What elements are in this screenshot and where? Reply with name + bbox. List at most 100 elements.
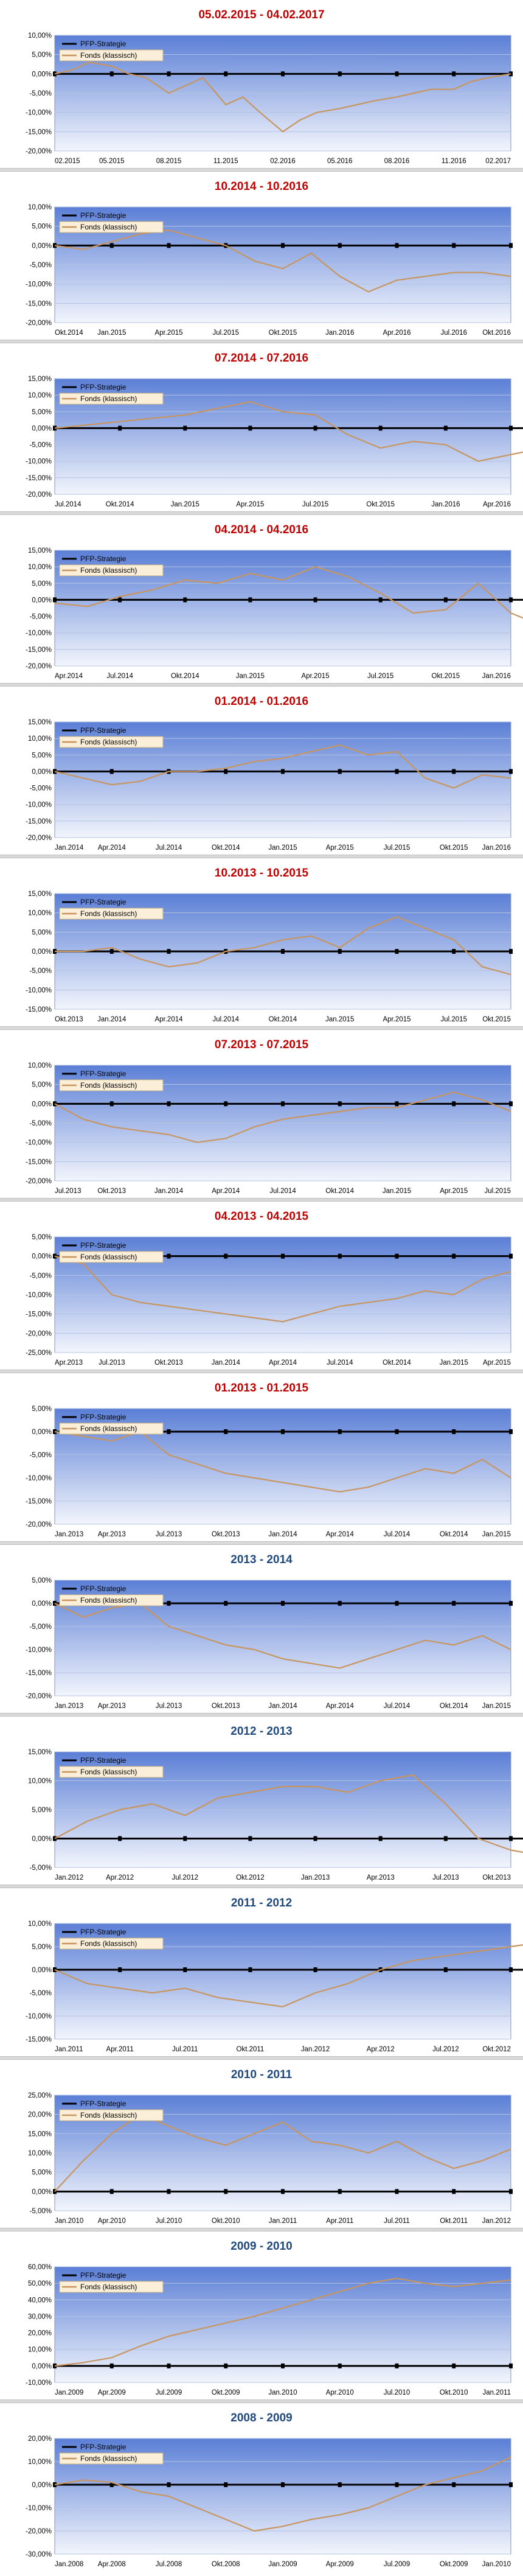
panel-separator bbox=[0, 1370, 523, 1373]
strategy-marker bbox=[183, 1967, 187, 1972]
x-tick-label: Jan.2014 bbox=[212, 1359, 241, 1367]
panel-separator bbox=[0, 1713, 523, 1717]
x-tick-label: Okt.2014 bbox=[325, 1188, 354, 1195]
y-tick-label: 0,00% bbox=[32, 948, 52, 956]
y-tick-label: 5,00% bbox=[32, 1234, 52, 1241]
fund-series-line bbox=[54, 1774, 523, 1853]
x-tick-label: Jul.2012 bbox=[432, 2046, 459, 2053]
fund-series-line bbox=[54, 229, 511, 293]
chart-svg: 01.2013 - 01.2015 5,00% 0,00% -5,00% -10,00%… bbox=[26, 1382, 513, 1538]
x-tick-label: Jan.2015 bbox=[482, 1703, 511, 1710]
fund-series-line bbox=[54, 566, 523, 619]
x-tick-label: Jan.2016 bbox=[431, 501, 460, 508]
y-tick-label: -5,00% bbox=[30, 614, 52, 621]
strategy-marker bbox=[395, 71, 399, 77]
legend-label-fund: Fonds (klassisch) bbox=[80, 1939, 137, 1948]
y-tick-label: 40,00% bbox=[28, 2297, 52, 2304]
x-tick-label: Okt.2015 bbox=[432, 673, 460, 680]
y-tick-label: -5,00% bbox=[30, 1452, 52, 1459]
y-tick-label: -20,00% bbox=[26, 663, 52, 670]
strategy-marker bbox=[338, 243, 342, 248]
x-tick-label: Jul.2008 bbox=[156, 2561, 182, 2568]
strategy-marker bbox=[313, 425, 317, 431]
x-tick-label: Okt.2010 bbox=[212, 2217, 240, 2225]
x-tick-label: Jul.2009 bbox=[156, 2389, 182, 2396]
panel-separator bbox=[0, 2228, 523, 2231]
strategy-marker bbox=[313, 1836, 317, 1841]
panel-separator bbox=[0, 511, 523, 515]
x-tick-label: Apr.2015 bbox=[440, 1188, 468, 1195]
strategy-marker bbox=[338, 1253, 342, 1259]
chart-panel: 01.2014 - 01.2016 15,00% 10,00% 5,00% 0,00% -… bbox=[0, 687, 523, 858]
strategy-marker bbox=[248, 597, 252, 603]
strategy-marker bbox=[378, 1836, 383, 1841]
x-tick-label: Okt.2013 bbox=[212, 1531, 240, 1538]
y-tick-label: -5,00% bbox=[30, 1864, 52, 1872]
strategy-marker bbox=[118, 597, 122, 603]
legend-label-fund: Fonds (klassisch) bbox=[80, 223, 137, 231]
x-tick-label: Jan.2014 bbox=[55, 844, 84, 852]
chart-svg: 04.2013 - 04.2015 5,00% 0,00% -5,00% -10,00%… bbox=[26, 1210, 513, 1367]
strategy-marker bbox=[452, 243, 456, 248]
legend-label-fund: Fonds (klassisch) bbox=[80, 394, 137, 403]
chart-title: 2009 - 2010 bbox=[230, 2240, 292, 2253]
x-tick-label: Jan.2010 bbox=[55, 2217, 83, 2225]
x-tick-label: Okt.2014 bbox=[212, 844, 240, 852]
strategy-marker bbox=[395, 1601, 399, 1606]
chart-title: 2011 - 2012 bbox=[231, 1897, 292, 1909]
x-tick-label: Okt.2013 bbox=[55, 1016, 83, 1023]
legend-label-strategy: PFP-Strategie bbox=[80, 555, 126, 563]
legend-label-fund: Fonds (klassisch) bbox=[80, 1424, 137, 1433]
x-tick-label: Jan.2016 bbox=[482, 844, 511, 852]
y-tick-label: -5,00% bbox=[30, 262, 52, 269]
fund-series-line bbox=[54, 744, 511, 789]
legend-box-fund bbox=[59, 1937, 164, 1950]
legend-box-fund bbox=[59, 2452, 164, 2465]
fund-series-line bbox=[55, 915, 511, 976]
x-tick-label: Jul.2015 bbox=[384, 844, 410, 852]
x-tick-label: Jan.2016 bbox=[325, 329, 354, 337]
strategy-marker bbox=[452, 949, 456, 954]
x-tick-label: Apr.2014 bbox=[212, 1188, 240, 1195]
legend-box-fund bbox=[59, 1079, 164, 1091]
x-tick-label: Apr.2016 bbox=[383, 329, 410, 337]
x-tick-label: Jul.2016 bbox=[441, 329, 467, 337]
legend-box-fund bbox=[59, 2109, 164, 2121]
chart-svg: 07.2013 - 07.2015 10,00% 5,00% 0,00% -5,00% -… bbox=[26, 1038, 513, 1195]
strategy-marker bbox=[509, 1967, 513, 1972]
strategy-marker bbox=[452, 1601, 456, 1606]
strategy-marker bbox=[338, 2482, 342, 2487]
x-tick-label: Okt.2015 bbox=[440, 844, 468, 852]
x-tick-label: Apr.2015 bbox=[383, 1016, 410, 1023]
strategy-marker bbox=[281, 2482, 285, 2487]
strategy-marker bbox=[281, 949, 285, 954]
strategy-marker bbox=[338, 949, 342, 954]
strategy-marker bbox=[395, 2482, 399, 2487]
strategy-marker bbox=[509, 1601, 513, 1606]
strategy-marker bbox=[509, 2482, 513, 2487]
x-tick-label: Apr.2013 bbox=[98, 1703, 126, 1710]
y-tick-label: 0,00% bbox=[32, 242, 52, 250]
strategy-marker bbox=[452, 1101, 456, 1107]
x-tick-label: Jan.2014 bbox=[154, 1188, 184, 1195]
chart-title: 05.02.2015 - 04.02.2017 bbox=[198, 9, 324, 21]
x-tick-label: Apr.2010 bbox=[326, 2389, 354, 2396]
x-tick-label: Apr.2014 bbox=[154, 1016, 183, 1023]
strategy-marker bbox=[281, 2189, 285, 2194]
chart-panel: 07.2013 - 07.2015 10,00% 5,00% 0,00% -5,00% -… bbox=[0, 1030, 523, 1202]
y-tick-label: 50,00% bbox=[28, 2280, 52, 2287]
legend-label-strategy: PFP-Strategie bbox=[80, 1413, 126, 1421]
y-tick-label: -5,00% bbox=[30, 90, 52, 97]
legend-box-fund bbox=[59, 1766, 164, 1778]
strategy-marker bbox=[281, 2363, 285, 2368]
y-tick-label: 10,00% bbox=[28, 1778, 52, 1785]
x-tick-label: Jul.2013 bbox=[55, 1188, 81, 1195]
y-tick-label: -5,00% bbox=[30, 1120, 52, 1127]
y-tick-label: 5,00% bbox=[32, 1807, 52, 1814]
strategy-marker bbox=[109, 71, 114, 77]
y-tick-label: -10,00% bbox=[26, 2505, 52, 2512]
strategy-marker bbox=[224, 2363, 228, 2368]
y-tick-label: -15,00% bbox=[26, 1158, 52, 1166]
y-tick-label: 0,00% bbox=[32, 2188, 52, 2196]
strategy-marker bbox=[509, 1429, 513, 1434]
